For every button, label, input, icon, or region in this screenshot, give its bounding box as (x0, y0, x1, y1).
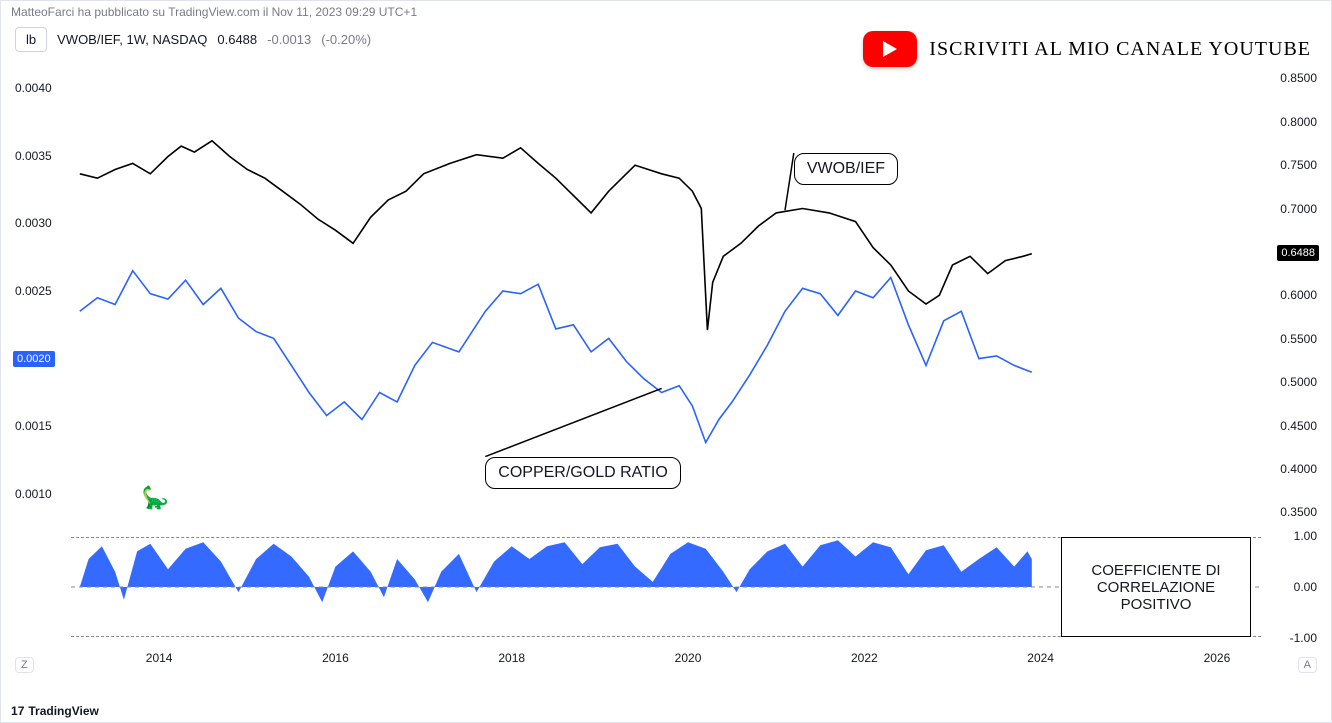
zoom-auto-button[interactable]: A (1298, 657, 1317, 673)
copper-gold-series (80, 271, 1032, 443)
time-axis-tick: 2024 (1027, 651, 1054, 665)
right-axis-tick: 0.4000 (1280, 462, 1317, 476)
price-change: -0.0013 (267, 32, 311, 47)
time-axis-tick: 2020 (675, 651, 702, 665)
right-axis-tick: 0.3500 (1280, 505, 1317, 519)
left-price-tag: 0.0020 (13, 351, 55, 367)
right-axis-tick: 0.4500 (1280, 419, 1317, 433)
left-axis-tick: 0.0040 (15, 81, 52, 95)
symbol-toolbar: lb VWOB/IEF, 1W, NASDAQ 0.6488 -0.0013 (… (15, 27, 371, 52)
correlation-area (80, 540, 1032, 602)
left-axis-tick: 0.0010 (15, 487, 52, 501)
corr-axis-tick: 1.00 (1294, 529, 1317, 543)
last-price: 0.6488 (217, 32, 257, 47)
right-axis-tick: 0.6000 (1280, 288, 1317, 302)
chart-frame: MatteoFarci ha pubblicato su TradingView… (0, 0, 1332, 723)
correlation-pane[interactable]: 1.00 0.00 -1.00 COEFFICIENTE DI CORRELAZIO… (11, 531, 1321, 643)
right-y-axis: 0.85000.80000.75000.70000.65000.60000.55… (1261, 61, 1321, 521)
time-axis-tick: 2026 (1204, 651, 1231, 665)
left-axis-tick: 0.0035 (15, 149, 52, 163)
correlation-callout: COEFFICIENTE DI CORRELAZIONE POSITIVO (1061, 537, 1251, 637)
left-axis-tick: 0.0030 (15, 216, 52, 230)
left-axis-tick: 0.0025 (15, 284, 52, 298)
publish-meta: MatteoFarci ha pubblicato su TradingView… (11, 5, 417, 19)
price-change-pct: (-0.20%) (321, 32, 371, 47)
time-axis[interactable]: Z A 2014 2016 2018 2020 2022 2024 2026 (11, 649, 1321, 673)
main-chart[interactable]: 0.0040 0.0035 0.0030 0.0025 0.0020 0.0015 0.00… (11, 61, 1321, 521)
time-axis-tick: 2014 (146, 651, 173, 665)
right-axis-tick: 0.7000 (1280, 202, 1317, 216)
youtube-label: ISCRIVITI AL MIO CANALE YOUTUBE (929, 38, 1311, 61)
brand-label: TradingView (28, 704, 98, 718)
interval-button[interactable]: lb (15, 27, 47, 52)
correlation-y-axis: 1.00 0.00 -1.00 (1261, 531, 1321, 643)
corr-axis-tick: 0.00 (1294, 580, 1317, 594)
tradingview-logo-icon: 17 (11, 704, 24, 718)
dinosaur-icon: 🦕 (142, 485, 169, 511)
symbol-text[interactable]: VWOB/IEF, 1W, NASDAQ (57, 32, 207, 47)
left-y-axis: 0.0040 0.0035 0.0030 0.0025 0.0020 0.0015 0.00… (11, 61, 71, 521)
copper-gold-callout: COPPER/GOLD RATIO (485, 457, 681, 489)
brand-footer[interactable]: 17 TradingView (11, 704, 99, 718)
corr-axis-tick: -1.00 (1290, 631, 1317, 645)
time-axis-tick: 2018 (498, 651, 525, 665)
right-axis-tick: 0.8000 (1280, 115, 1317, 129)
right-price-tag: 0.6488 (1277, 245, 1319, 261)
time-axis-tick: 2022 (851, 651, 878, 665)
right-axis-tick: 0.8500 (1280, 71, 1317, 85)
right-axis-tick: 0.7500 (1280, 158, 1317, 172)
zoom-out-button[interactable]: Z (15, 657, 34, 673)
left-axis-tick: 0.0015 (15, 419, 52, 433)
vwob-ief-callout: VWOB/IEF (794, 153, 898, 185)
right-axis-tick: 0.5500 (1280, 332, 1317, 346)
right-axis-tick: 0.5000 (1280, 375, 1317, 389)
main-plot-area[interactable]: VWOB/IEF COPPER/GOLD RATIO 🦕 (71, 61, 1261, 521)
time-axis-tick: 2016 (322, 651, 349, 665)
